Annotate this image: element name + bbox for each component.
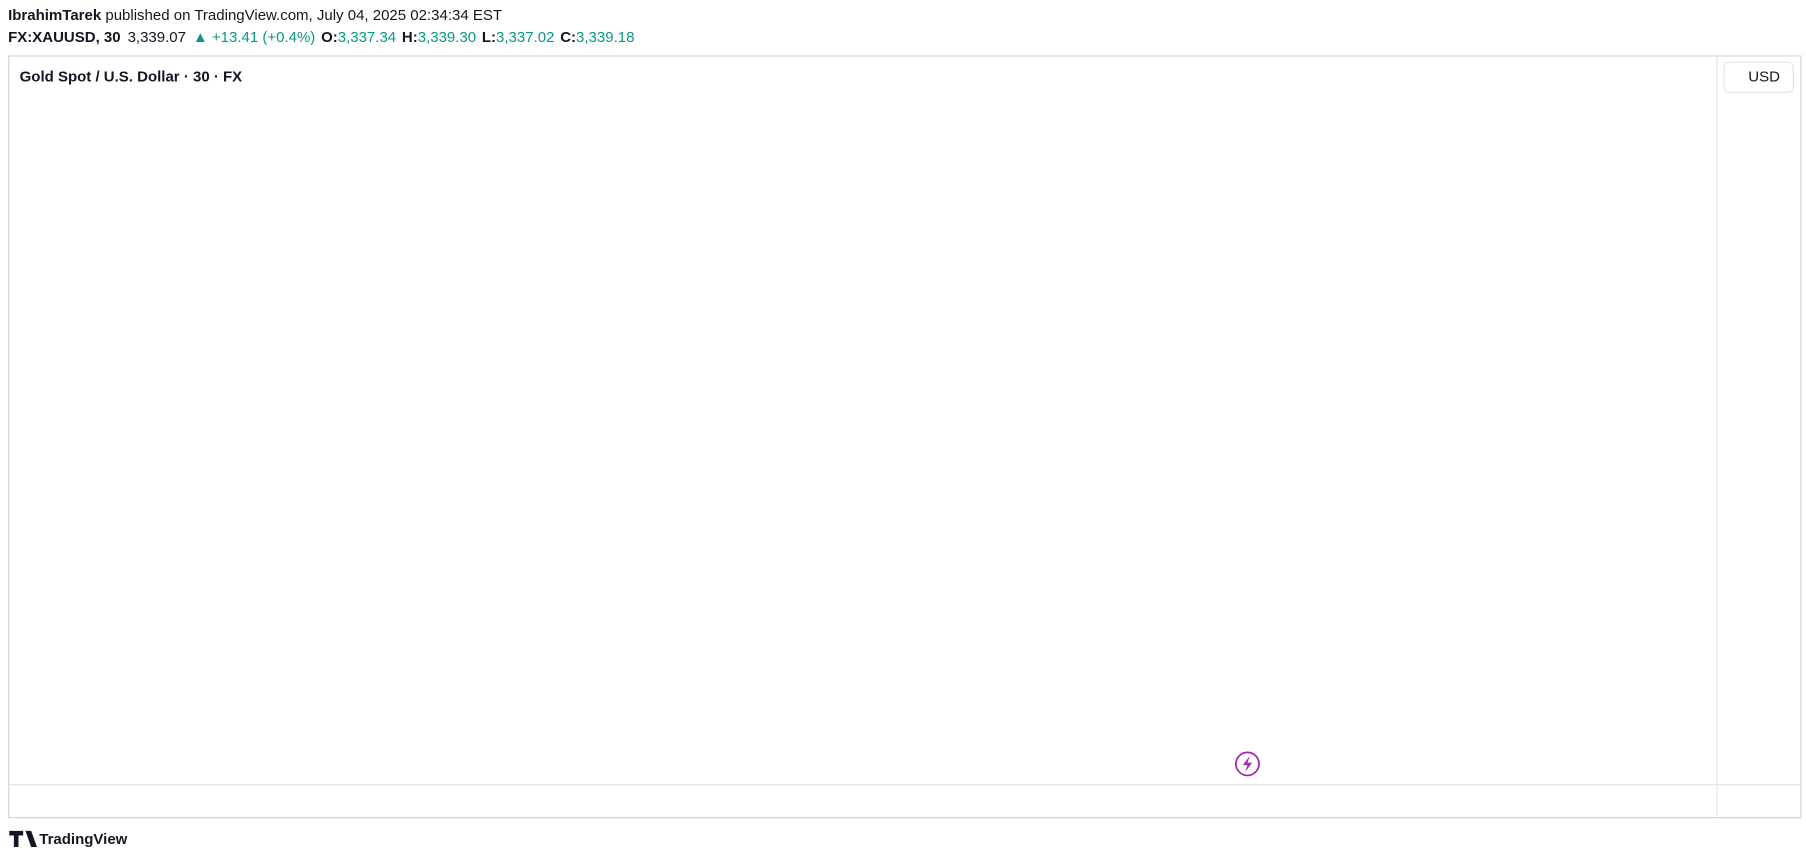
event-icon-bolt [1242,755,1253,772]
quote-key: L: [482,29,496,46]
quote-value: 3,339.30 [418,29,476,46]
quote-value: 3,337.02 [496,29,554,46]
symbol: FX:XAUUSD, 30 [8,29,121,46]
quote-key: H: [402,29,418,46]
brand: TradingView [39,831,127,848]
chart-title: Gold Spot / U.S. Dollar · 30 · FX [20,68,243,85]
frame [8,55,1802,819]
price: 3,339.07 [128,29,186,46]
header-line-1: IbrahimTarek published on TradingView.co… [8,7,502,24]
logo-mark [9,830,37,847]
currency: USD [1748,68,1780,85]
published: published on TradingView.com, July 04, 2… [101,7,502,24]
quote-key: O: [321,29,338,46]
currency-button[interactable] [1723,61,1794,93]
change: ▲ +13.41 (+0.4%) [193,29,315,46]
header-line-2: FX:XAUUSD, 30 3,339.07 ▲ +13.41 (+0.4%) O:3… [8,29,634,46]
quote-value: 3,337.34 [338,29,396,46]
event-icon[interactable] [1235,751,1260,777]
quote-key: C: [560,29,576,46]
quote-value: 3,339.18 [576,29,634,46]
publisher: IbrahimTarek [8,7,102,24]
